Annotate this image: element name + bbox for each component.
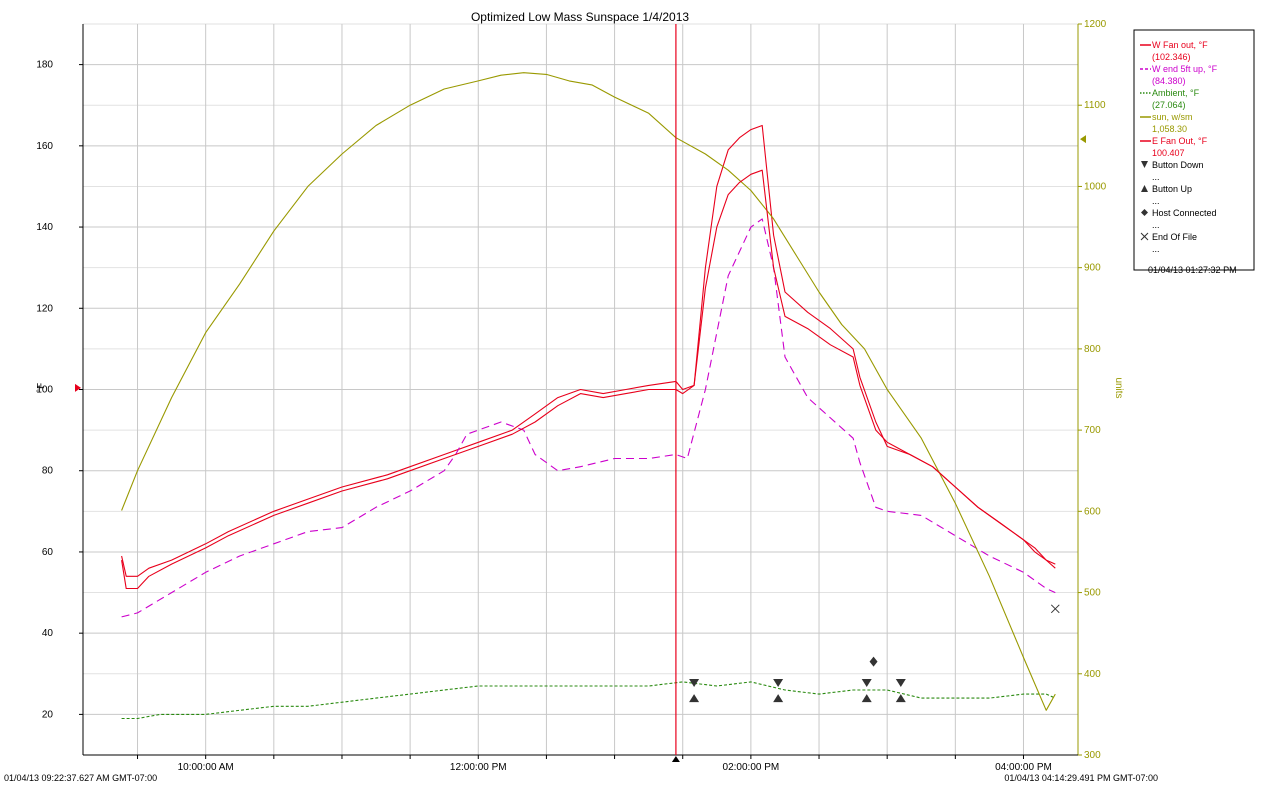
x-tick-label: 02:00:00 PM — [723, 762, 780, 773]
legend-label: W end 5ft up, °F — [1152, 64, 1218, 74]
series-layer — [121, 72, 1056, 720]
series-line-5 — [121, 169, 1056, 590]
y2-tick-label: 600 — [1084, 506, 1101, 517]
x-tick-label: 10:00:00 AM — [178, 762, 234, 773]
button-down-marker-icon[interactable] — [861, 679, 872, 688]
end-of-file-legend-icon — [1140, 232, 1149, 241]
y2-tick-label: 1100 — [1084, 100, 1106, 111]
legend-value: ... — [1152, 196, 1160, 206]
legend-label: W Fan out, °F — [1152, 40, 1208, 50]
legend: W Fan out, °F (102.346) W end 5ft up, °F (8… — [1133, 29, 1255, 275]
button-down-legend-icon — [1141, 161, 1148, 168]
legend-timestamp: 01/04/13 01:27:32 PM — [1148, 265, 1237, 275]
host-connected-marker-icon[interactable] — [869, 656, 878, 667]
button-up-marker-icon[interactable] — [861, 694, 872, 703]
cursor-arrow-icon[interactable] — [671, 756, 680, 762]
legend-value: 100.407 — [1152, 148, 1185, 158]
button-up-legend-icon — [1141, 185, 1148, 192]
legend-label: sun, w/sm — [1152, 112, 1193, 122]
x-tick-label: 04:00:00 PM — [995, 762, 1052, 773]
y2-tick-label: 400 — [1084, 669, 1101, 680]
y-axis-label: °F — [36, 383, 47, 393]
y-tick-label: 160 — [36, 141, 53, 152]
legend-label: Host Connected — [1152, 208, 1217, 218]
y2-tick-label: 1200 — [1084, 19, 1107, 30]
start-timestamp: 01/04/13 09:22:37.627 AM GMT-07:00 — [4, 773, 157, 783]
y-tick-label: 20 — [42, 709, 54, 720]
series-line-2 — [121, 218, 1056, 618]
button-down-marker-icon[interactable] — [895, 679, 906, 688]
button-up-marker-icon[interactable] — [895, 694, 906, 703]
y2-axis-label: units — [1113, 377, 1124, 398]
legend-value: (27.064) — [1152, 100, 1186, 110]
legend-value: (84.380) — [1152, 76, 1186, 86]
y-tick-label: 100 — [36, 385, 53, 396]
x-tick-label: 12:00:00 PM — [450, 762, 507, 773]
legend-value: ... — [1152, 220, 1160, 230]
y-tick-label: 120 — [36, 303, 53, 314]
y2-tick-label: 500 — [1084, 588, 1101, 599]
button-up-marker-icon[interactable] — [689, 694, 700, 703]
y-tick-label: 140 — [36, 222, 53, 233]
legend-value: ... — [1152, 172, 1160, 182]
series-line-3 — [121, 681, 1056, 720]
tick-layer: 20 40 60 80 100 120 140 160 180 300 400 500 600 700 80… — [36, 19, 1106, 773]
y2-tick-label: 900 — [1084, 263, 1101, 274]
grid-layer — [83, 23, 1078, 755]
end-of-file-marker-icon[interactable] — [1050, 604, 1060, 614]
legend-label: Button Up — [1152, 184, 1192, 194]
y2-tick-label: 1000 — [1084, 181, 1107, 192]
marker-layer — [689, 604, 1060, 703]
button-down-marker-icon[interactable] — [689, 679, 700, 688]
y-tick-label: 180 — [36, 60, 53, 71]
legend-label: End Of File — [1152, 232, 1197, 242]
y-tick-label: 60 — [42, 547, 54, 558]
y-tick-label: 40 — [42, 628, 54, 639]
legend-label: Ambient, °F — [1152, 88, 1200, 98]
chart-title: Optimized Low Mass Sunspace 1/4/2013 — [471, 10, 689, 24]
end-timestamp: 01/04/13 04:14:29.491 PM GMT-07:00 — [1004, 773, 1158, 783]
legend-label: Button Down — [1152, 160, 1204, 170]
y2-tick-label: 800 — [1084, 344, 1101, 355]
y2-tick-label: 300 — [1084, 750, 1101, 761]
y2-tick-label: 700 — [1084, 425, 1101, 436]
legend-label: E Fan Out, °F — [1152, 136, 1208, 146]
legend-value: (102.346) — [1152, 52, 1191, 62]
legend-entries: W Fan out, °F (102.346) W end 5ft up, °F (8… — [1140, 40, 1218, 254]
y-tick-label: 80 — [42, 466, 54, 477]
left-axis-value-arrow-icon — [75, 383, 81, 392]
right-axis-value-arrow-icon — [1080, 135, 1086, 144]
button-down-marker-icon[interactable] — [773, 679, 784, 688]
series-line-4 — [121, 72, 1056, 711]
host-connected-legend-icon — [1141, 209, 1148, 216]
legend-value: ... — [1152, 244, 1160, 254]
legend-value: 1,058.30 — [1152, 124, 1187, 134]
button-up-marker-icon[interactable] — [773, 694, 784, 703]
legend-box — [1133, 29, 1255, 271]
